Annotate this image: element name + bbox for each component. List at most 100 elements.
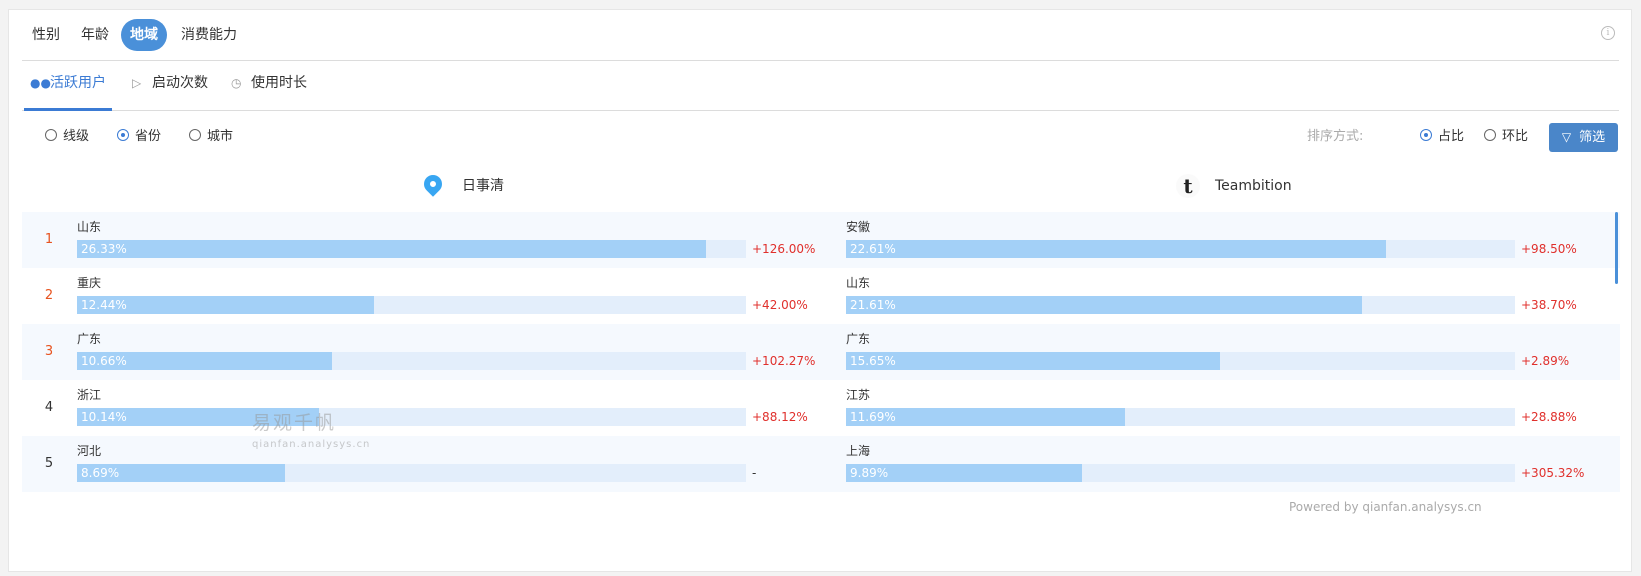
rank-number: 4 [44, 400, 54, 415]
change-value: +38.70% [1521, 298, 1577, 312]
radio-label: 省份 [135, 129, 162, 144]
change-value: +102.27% [752, 354, 816, 368]
share-bar [846, 296, 1362, 314]
share-bar-track: 8.69% [77, 464, 746, 482]
share-value: 11.69% [850, 410, 896, 424]
share-value: 22.61% [850, 242, 896, 256]
clock-icon: ◷ [231, 76, 242, 90]
radio-circle [1484, 129, 1496, 141]
share-bar-track: 21.61% [846, 296, 1515, 314]
powered-by: Powered by qianfan.analysys.cn [1289, 500, 1482, 514]
share-bar [77, 408, 319, 426]
share-bar-track: 15.65% [846, 352, 1515, 370]
row-cell-right: 江苏 11.69% +28.88% [846, 380, 1606, 436]
change-value: +305.32% [1521, 466, 1585, 480]
tab-active-users[interactable]: ●●活跃用户 [24, 61, 112, 111]
province-name: 江苏 [846, 388, 871, 402]
row-cell-right: 安徽 22.61% +98.50% [846, 212, 1606, 268]
radio-circle [117, 129, 129, 141]
change-value: - [752, 466, 757, 480]
change-value: +126.00% [752, 242, 816, 256]
share-bar [77, 464, 285, 482]
share-bar [77, 352, 332, 370]
radio-label: 占比 [1438, 129, 1465, 144]
share-value: 21.61% [850, 298, 896, 312]
radio-province[interactable]: 省份 [117, 126, 161, 148]
share-bar-track: 11.69% [846, 408, 1515, 426]
share-bar [846, 464, 1082, 482]
scrollbar[interactable] [1615, 212, 1618, 284]
share-value: 26.33% [81, 242, 127, 256]
share-bar-track: 10.66% [77, 352, 746, 370]
sort-label: 排序方式: [1307, 129, 1364, 144]
dimension-tabs: 性别 年龄 地域 消费能力 [22, 9, 1619, 61]
row-cell-left: 山东 26.33% +126.00% [77, 212, 815, 268]
tab-gender[interactable]: 性别 [32, 27, 60, 43]
metric-tabs: ●●活跃用户 ▷ 启动次数 ◷ 使用时长 [22, 61, 1619, 111]
share-value: 15.65% [850, 354, 896, 368]
radio-sort-mom[interactable]: 环比 [1484, 126, 1528, 148]
share-bar-track: 22.61% [846, 240, 1515, 258]
app-name-right: Teambition [1215, 178, 1292, 194]
tab-launch-count[interactable]: ▷ 启动次数 [126, 61, 214, 111]
radio-circle [45, 129, 57, 141]
change-value: +2.89% [1521, 354, 1570, 368]
row-cell-left: 重庆 12.44% +42.00% [77, 268, 808, 324]
radio-circle [189, 129, 201, 141]
row-cell-right: 山东 21.61% +38.70% [846, 268, 1606, 324]
province-name: 浙江 [77, 388, 102, 402]
change-value: +88.12% [752, 410, 808, 424]
radio-label: 线级 [63, 129, 90, 144]
province-name: 广东 [77, 332, 102, 346]
radio-city[interactable]: 城市 [189, 126, 233, 148]
share-bar [846, 408, 1125, 426]
radio-sort-share[interactable]: 占比 [1420, 126, 1464, 148]
tab-label: 使用时长 [251, 75, 307, 91]
rank-number: 5 [44, 456, 54, 471]
info-icon[interactable]: i [1601, 26, 1615, 40]
row-cell-right: 广东 15.65% +2.89% [846, 324, 1606, 380]
table-row: 3 广东 10.66% +102.27% 广东 15.65% +2.89% [22, 324, 1620, 380]
filter-button[interactable]: ▽ 筛选 [1549, 123, 1618, 152]
radio-label: 城市 [207, 129, 234, 144]
share-value: 10.66% [81, 354, 127, 368]
share-bar-track: 12.44% [77, 296, 746, 314]
province-name: 上海 [846, 444, 871, 458]
funnel-icon: ▽ [1561, 130, 1572, 144]
province-name: 山东 [77, 220, 102, 234]
table-row: 4 浙江 10.14% +88.12% 江苏 11.69% +28.88% [22, 380, 1620, 436]
province-name: 重庆 [77, 276, 102, 290]
users-icon: ●● [30, 76, 51, 90]
share-bar [77, 240, 706, 258]
tab-label: 活跃用户 [50, 75, 106, 91]
tab-usage-duration[interactable]: ◷ 使用时长 [225, 61, 313, 111]
share-bar-track: 9.89% [846, 464, 1515, 482]
share-bar [846, 240, 1386, 258]
rank-number: 3 [44, 344, 54, 359]
province-name: 河北 [77, 444, 102, 458]
share-value: 9.89% [850, 466, 889, 480]
change-value: +98.50% [1521, 242, 1577, 256]
table-row: 2 重庆 12.44% +42.00% 山东 21.61% +38.70% [22, 268, 1620, 324]
share-bar-track: 10.14% [77, 408, 746, 426]
row-cell-right: 上海 9.89% +305.32% [846, 436, 1606, 492]
change-value: +28.88% [1521, 410, 1577, 424]
share-value: 12.44% [81, 298, 127, 312]
tab-age[interactable]: 年龄 [81, 27, 109, 43]
change-value: +42.00% [752, 298, 808, 312]
tab-spending-power[interactable]: 消费能力 [181, 27, 237, 43]
table-row: 1 山东 26.33% +126.00% 安徽 22.61% +98.50% [22, 212, 1620, 268]
radio-circle [1420, 129, 1432, 141]
app-header-right: t Teambition [1176, 172, 1316, 200]
province-name: 安徽 [846, 220, 871, 234]
share-bar [846, 352, 1220, 370]
tab-region[interactable]: 地域 [121, 19, 167, 51]
province-name: 广东 [846, 332, 871, 346]
radio-label: 环比 [1502, 129, 1529, 144]
radio-tier[interactable]: 线级 [45, 126, 89, 148]
row-cell-left: 河北 8.69% - [77, 436, 807, 492]
province-name: 山东 [846, 276, 871, 290]
app-name-left: 日事清 [462, 178, 504, 194]
row-cell-left: 广东 10.66% +102.27% [77, 324, 815, 380]
share-value: 10.14% [81, 410, 127, 424]
